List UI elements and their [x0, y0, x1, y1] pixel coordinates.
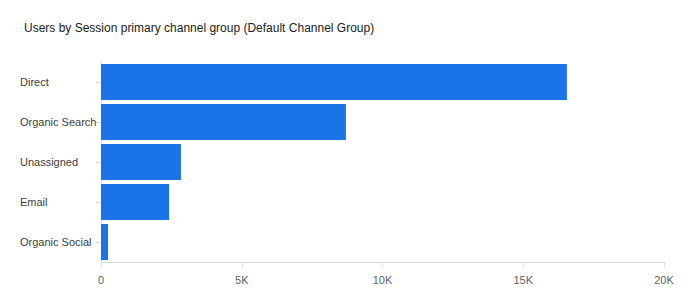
svg-text:Email: Email — [20, 196, 48, 208]
svg-text:Unassigned: Unassigned — [20, 156, 78, 168]
svg-text:Organic Social: Organic Social — [20, 236, 92, 248]
svg-text:Direct: Direct — [20, 76, 49, 88]
svg-text:10K: 10K — [373, 274, 393, 286]
svg-text:15K: 15K — [513, 274, 533, 286]
svg-text:5K: 5K — [235, 274, 249, 286]
svg-text:20K: 20K — [654, 274, 674, 286]
svg-text:Users by Session primary chann: Users by Session primary channel group (… — [24, 21, 374, 35]
svg-text:Organic Search: Organic Search — [20, 116, 96, 128]
svg-text:0: 0 — [98, 274, 104, 286]
